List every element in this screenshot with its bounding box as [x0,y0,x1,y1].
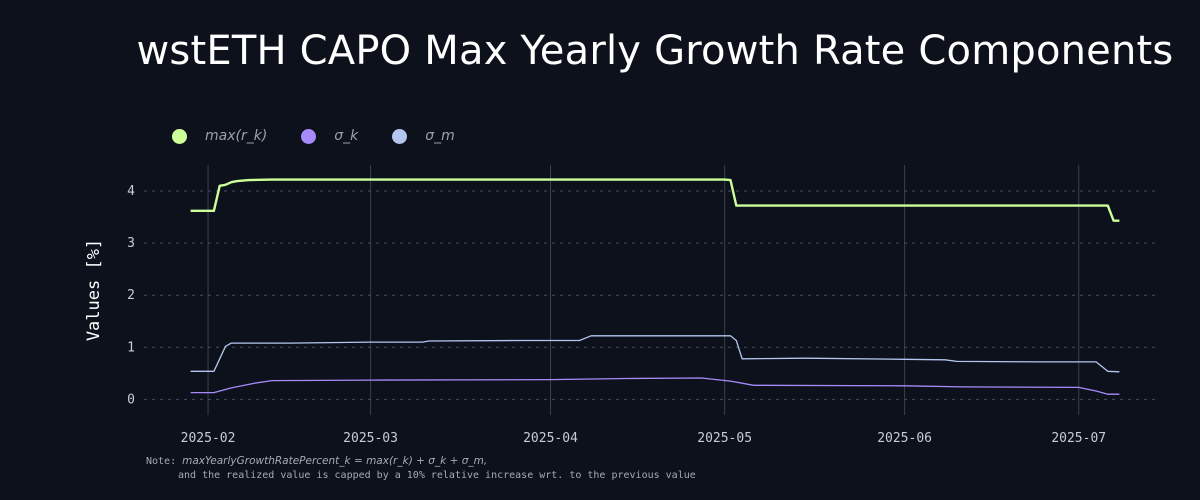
footnote: Note: maxYearlyGrowthRatePercent_k = max… [146,454,696,483]
y-tick-label-3: 3 [127,236,135,251]
x-tick-label-2025-02: 2025-02 [181,431,236,446]
x-tick-label-2025-03: 2025-03 [343,431,398,446]
chart-legend: max(r_k) σ_k σ_m [172,128,489,144]
legend-item-sigma-m: σ_m [392,128,455,144]
legend-swatch-sigma-k [301,128,317,144]
footnote-prefix: Note: [146,456,177,467]
chart-grid [144,165,1160,415]
y-tick-label-4: 4 [127,184,135,199]
series-line-sigma-k [190,377,1120,395]
footnote-formula: maxYearlyGrowthRatePercent_k = max(r_k) … [182,455,488,467]
x-tick-label-2025-07: 2025-07 [1051,431,1106,446]
series-line-sigma-m [190,335,1120,373]
series-line-max-rk [190,178,1120,222]
footnote-line-1: Note: maxYearlyGrowthRatePercent_k = max… [146,454,696,469]
legend-item-max-rk: max(r_k) [172,128,267,144]
chart-title: wstETH CAPO Max Yearly Growth Rate Compo… [136,28,1174,74]
legend-label-sigma-m: σ_m [425,128,455,144]
x-tick-label-2025-04: 2025-04 [523,431,578,446]
legend-swatch-max-rk [172,128,187,144]
legend-label-sigma-k: σ_k [334,128,359,144]
x-tick-label-2025-06: 2025-06 [877,431,932,446]
y-tick-label-2: 2 [127,288,135,303]
legend-label-max-rk: max(r_k) [205,128,268,144]
footnote-line-2: and the realized value is capped by a 10… [178,470,696,481]
y-tick-label-1: 1 [127,340,135,355]
legend-swatch-sigma-m [392,128,408,144]
chart-series [190,178,1120,395]
y-tick-label-0: 0 [127,392,135,407]
legend-item-sigma-k: σ_k [301,128,358,144]
chart-ticks: 2025-02 2025-03 2025-04 2025-05 2025-06 2025-… [127,184,1106,446]
x-tick-label-2025-05: 2025-05 [697,431,752,446]
